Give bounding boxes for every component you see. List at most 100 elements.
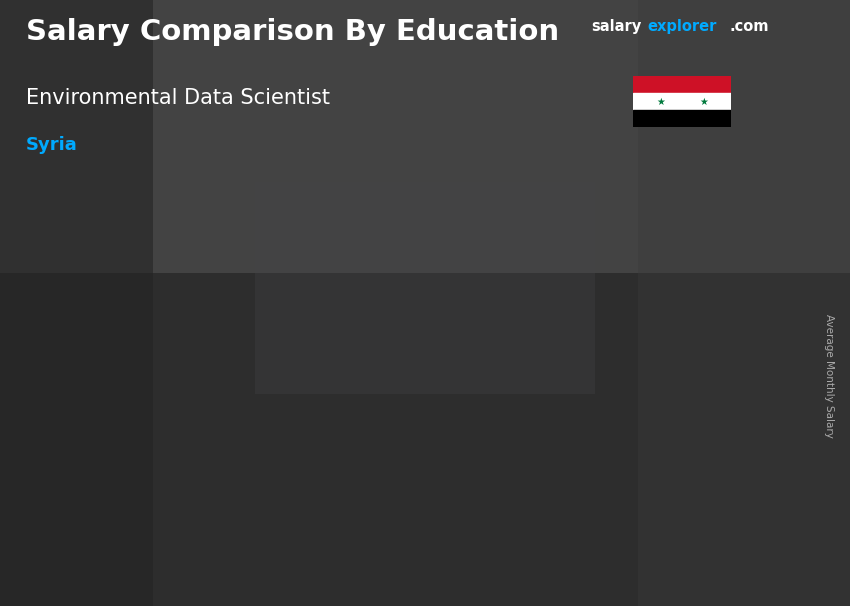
Bar: [173, 442, 182, 445]
Bar: [720, 376, 729, 383]
Bar: [87, 525, 182, 528]
Bar: [354, 470, 364, 473]
Bar: [269, 401, 364, 405]
Bar: [173, 462, 182, 465]
Bar: [173, 522, 182, 525]
Bar: [269, 438, 364, 441]
Bar: [87, 458, 182, 462]
Bar: [634, 481, 729, 487]
Bar: [537, 395, 547, 401]
Bar: [87, 455, 182, 458]
Bar: [537, 338, 547, 344]
Bar: [354, 445, 364, 448]
Bar: [634, 376, 729, 383]
Bar: [354, 495, 364, 499]
Bar: [452, 354, 547, 359]
Bar: [634, 539, 729, 545]
Bar: [87, 468, 182, 471]
Bar: [452, 344, 547, 348]
Bar: [354, 451, 364, 455]
Bar: [634, 292, 729, 298]
Bar: [269, 401, 364, 405]
Bar: [87, 502, 182, 505]
Bar: [269, 470, 364, 473]
Bar: [354, 438, 364, 441]
Bar: [269, 524, 364, 527]
Bar: [720, 331, 729, 338]
Bar: [173, 431, 182, 435]
Bar: [354, 488, 364, 491]
Bar: [720, 493, 729, 500]
Bar: [87, 425, 182, 428]
Bar: [354, 473, 364, 477]
Bar: [720, 474, 729, 481]
Bar: [87, 482, 182, 485]
Bar: [269, 477, 364, 481]
Bar: [354, 499, 364, 502]
Bar: [537, 519, 547, 525]
Bar: [354, 419, 364, 423]
Bar: [87, 435, 182, 438]
Bar: [634, 311, 729, 318]
Bar: [269, 531, 364, 534]
Bar: [269, 412, 364, 416]
Bar: [634, 526, 729, 533]
Bar: [720, 298, 729, 305]
Bar: [87, 471, 182, 475]
Bar: [452, 447, 547, 452]
Bar: [537, 427, 547, 431]
Bar: [87, 415, 182, 418]
Bar: [634, 493, 729, 500]
Text: 184,000 SYP: 184,000 SYP: [472, 321, 555, 334]
Bar: [720, 370, 729, 376]
Bar: [452, 416, 547, 421]
Bar: [173, 499, 182, 502]
Bar: [634, 409, 729, 416]
Bar: [87, 492, 182, 495]
Bar: [537, 359, 547, 364]
Bar: [173, 482, 182, 485]
Bar: [173, 505, 182, 508]
Bar: [173, 535, 182, 539]
Bar: [452, 462, 547, 468]
Bar: [354, 441, 364, 445]
Bar: [720, 292, 729, 298]
Bar: [537, 447, 547, 452]
Bar: [720, 448, 729, 454]
Text: Average Monthly Salary: Average Monthly Salary: [824, 314, 834, 438]
Bar: [173, 428, 182, 431]
Bar: [452, 431, 547, 437]
Bar: [452, 504, 547, 509]
Bar: [87, 505, 182, 508]
Bar: [354, 484, 364, 488]
Bar: [634, 324, 729, 331]
Bar: [634, 318, 729, 324]
Bar: [269, 430, 364, 434]
Bar: [173, 471, 182, 475]
Bar: [173, 532, 182, 535]
Bar: [720, 539, 729, 545]
Bar: [638, 0, 850, 606]
Bar: [634, 331, 729, 338]
Bar: [87, 465, 182, 468]
Bar: [354, 542, 364, 545]
Bar: [452, 421, 547, 427]
Bar: [173, 465, 182, 468]
Bar: [452, 411, 547, 416]
Bar: [269, 427, 364, 430]
Bar: [269, 473, 364, 477]
Bar: [720, 285, 729, 292]
Bar: [720, 461, 729, 467]
Bar: [537, 385, 547, 390]
Bar: [634, 305, 729, 311]
Bar: [173, 468, 182, 471]
Bar: [173, 488, 182, 492]
Bar: [87, 479, 182, 482]
Bar: [354, 401, 364, 405]
Bar: [537, 421, 547, 427]
Bar: [452, 390, 547, 395]
Bar: [452, 380, 547, 385]
Bar: [633, 76, 731, 93]
Bar: [720, 390, 729, 396]
Bar: [720, 467, 729, 474]
